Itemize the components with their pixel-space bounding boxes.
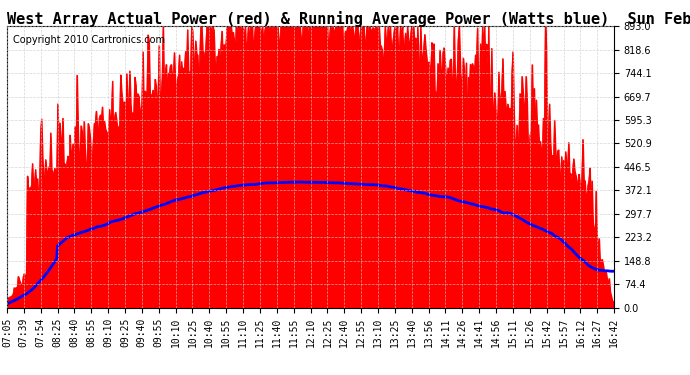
Text: West Array Actual Power (red) & Running Average Power (Watts blue)  Sun Feb 7 17: West Array Actual Power (red) & Running … — [7, 11, 690, 27]
Text: Copyright 2010 Cartronics.com: Copyright 2010 Cartronics.com — [13, 35, 165, 45]
